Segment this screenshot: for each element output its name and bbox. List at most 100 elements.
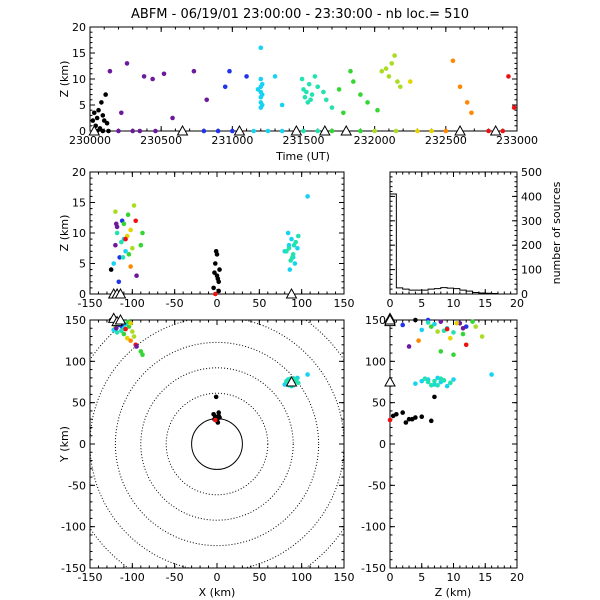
xy-y-tick-label: 50 — [72, 397, 86, 410]
zy-source-point — [419, 378, 425, 384]
xy-source-point — [295, 380, 301, 386]
time-source-point — [308, 97, 313, 103]
time-source-point — [457, 84, 463, 90]
xy-source-point — [211, 411, 216, 417]
xz-source-point — [213, 261, 218, 266]
zy-y-tick-label: 0 — [379, 438, 386, 451]
zy-panel-frame — [389, 319, 518, 569]
xy-source-point — [131, 334, 137, 339]
xz-source-point — [123, 249, 128, 254]
time-station-marker — [319, 124, 331, 136]
time-source-point — [259, 92, 265, 97]
xz-x-tick-label: 150 — [334, 297, 355, 310]
time-source-point — [119, 110, 124, 116]
time-source-point — [204, 97, 210, 103]
xy-panel-frame — [89, 319, 345, 569]
xz-source-point — [117, 255, 122, 260]
xz-source-point — [113, 221, 119, 227]
xz-source-point — [113, 209, 118, 214]
zy-source-point — [422, 376, 428, 381]
xz-y-tick-label: 0 — [79, 288, 86, 301]
xy-source-point — [134, 344, 139, 349]
time-source-point — [94, 115, 100, 121]
time-x-tick-label: 232500 — [425, 134, 467, 147]
zy-source-point — [489, 372, 494, 377]
xy-panel-xlabel: X (km) — [199, 586, 236, 599]
xz-source-point — [292, 261, 298, 266]
time-source-point — [265, 128, 271, 134]
xz-x-tick-label: 0 — [214, 297, 221, 310]
zy-source-point — [451, 377, 456, 382]
xz-source-point — [290, 255, 295, 260]
xy-source-point — [216, 413, 221, 419]
tick-marks: 230000 230500 231000 231500 232000 232500 2330… — [61, 21, 542, 584]
zy-x-tick-label: 0 — [387, 571, 394, 584]
hist-panel-frame — [389, 171, 518, 295]
time-y-tick-label: 15 — [72, 47, 86, 60]
zy-source-point — [403, 420, 409, 425]
zy-source-point — [432, 321, 437, 327]
xz-source-point — [213, 291, 218, 297]
time-source-point — [506, 74, 511, 79]
time-source-point — [170, 115, 175, 121]
xz-station-marker — [114, 287, 127, 299]
zy-x-tick-label: 20 — [510, 571, 524, 584]
time-source-point — [415, 128, 420, 134]
hist-y-tick-label: 500 — [521, 166, 542, 179]
xz-source-point — [295, 245, 300, 251]
xy-source-point — [128, 321, 133, 326]
time-source-point — [100, 113, 106, 118]
xy-x-tick-label: 150 — [334, 571, 355, 584]
time-source-point — [397, 84, 403, 90]
xy-station-marker — [114, 313, 127, 325]
time-source-point — [469, 110, 474, 116]
time-source-point — [392, 53, 397, 58]
xy-source-point — [124, 335, 130, 341]
zy-source-point — [444, 326, 450, 332]
xz-y-tick-label: 10 — [72, 227, 86, 240]
zy-source-point — [470, 319, 475, 324]
time-source-point — [191, 68, 197, 74]
time-source-point — [279, 128, 285, 134]
xy-source-point — [305, 372, 310, 377]
xz-x-tick-label: 100 — [291, 297, 312, 310]
time-source-point — [96, 107, 101, 113]
xz-source-point — [134, 273, 139, 279]
xz-source-point — [140, 230, 145, 236]
xz-y-tick-label: 5 — [79, 258, 86, 271]
hist-x-tick-label: 0 — [387, 297, 394, 310]
time-source-point — [91, 110, 97, 116]
time-x-tick-label: 232000 — [354, 134, 396, 147]
time-source-point — [407, 79, 413, 84]
time-x-tick-label: 233000 — [496, 134, 538, 147]
time-source-point — [443, 128, 449, 134]
time-source-point — [153, 128, 158, 134]
zy-source-point — [448, 335, 453, 341]
time-station-marker — [233, 124, 246, 136]
time-source-point — [500, 128, 506, 134]
time-y-tick-label: 20 — [72, 21, 86, 34]
xz-source-point — [114, 230, 120, 236]
zy-source-point — [438, 349, 444, 354]
zy-source-point — [400, 322, 406, 328]
time-source-point — [107, 68, 113, 74]
xy-source-point — [113, 325, 119, 331]
xz-x-tick-label: 50 — [252, 297, 266, 310]
zy-source-point — [387, 417, 393, 423]
xz-source-point — [216, 288, 221, 294]
xz-source-point — [286, 245, 292, 251]
range-ring — [191, 418, 243, 470]
xz-source-point — [291, 242, 297, 248]
xy-x-tick-label: 100 — [291, 571, 312, 584]
xz-source-point — [128, 227, 133, 233]
hist-y-tick-label: 400 — [521, 190, 542, 203]
xz-x-tick-label: -100 — [120, 297, 145, 310]
xy-source-point — [130, 329, 135, 334]
time-source-point — [201, 128, 207, 134]
xz-source-point — [287, 267, 293, 272]
zy-source-point — [406, 416, 412, 422]
xz-source-point — [138, 242, 144, 248]
time-source-point — [395, 79, 400, 84]
